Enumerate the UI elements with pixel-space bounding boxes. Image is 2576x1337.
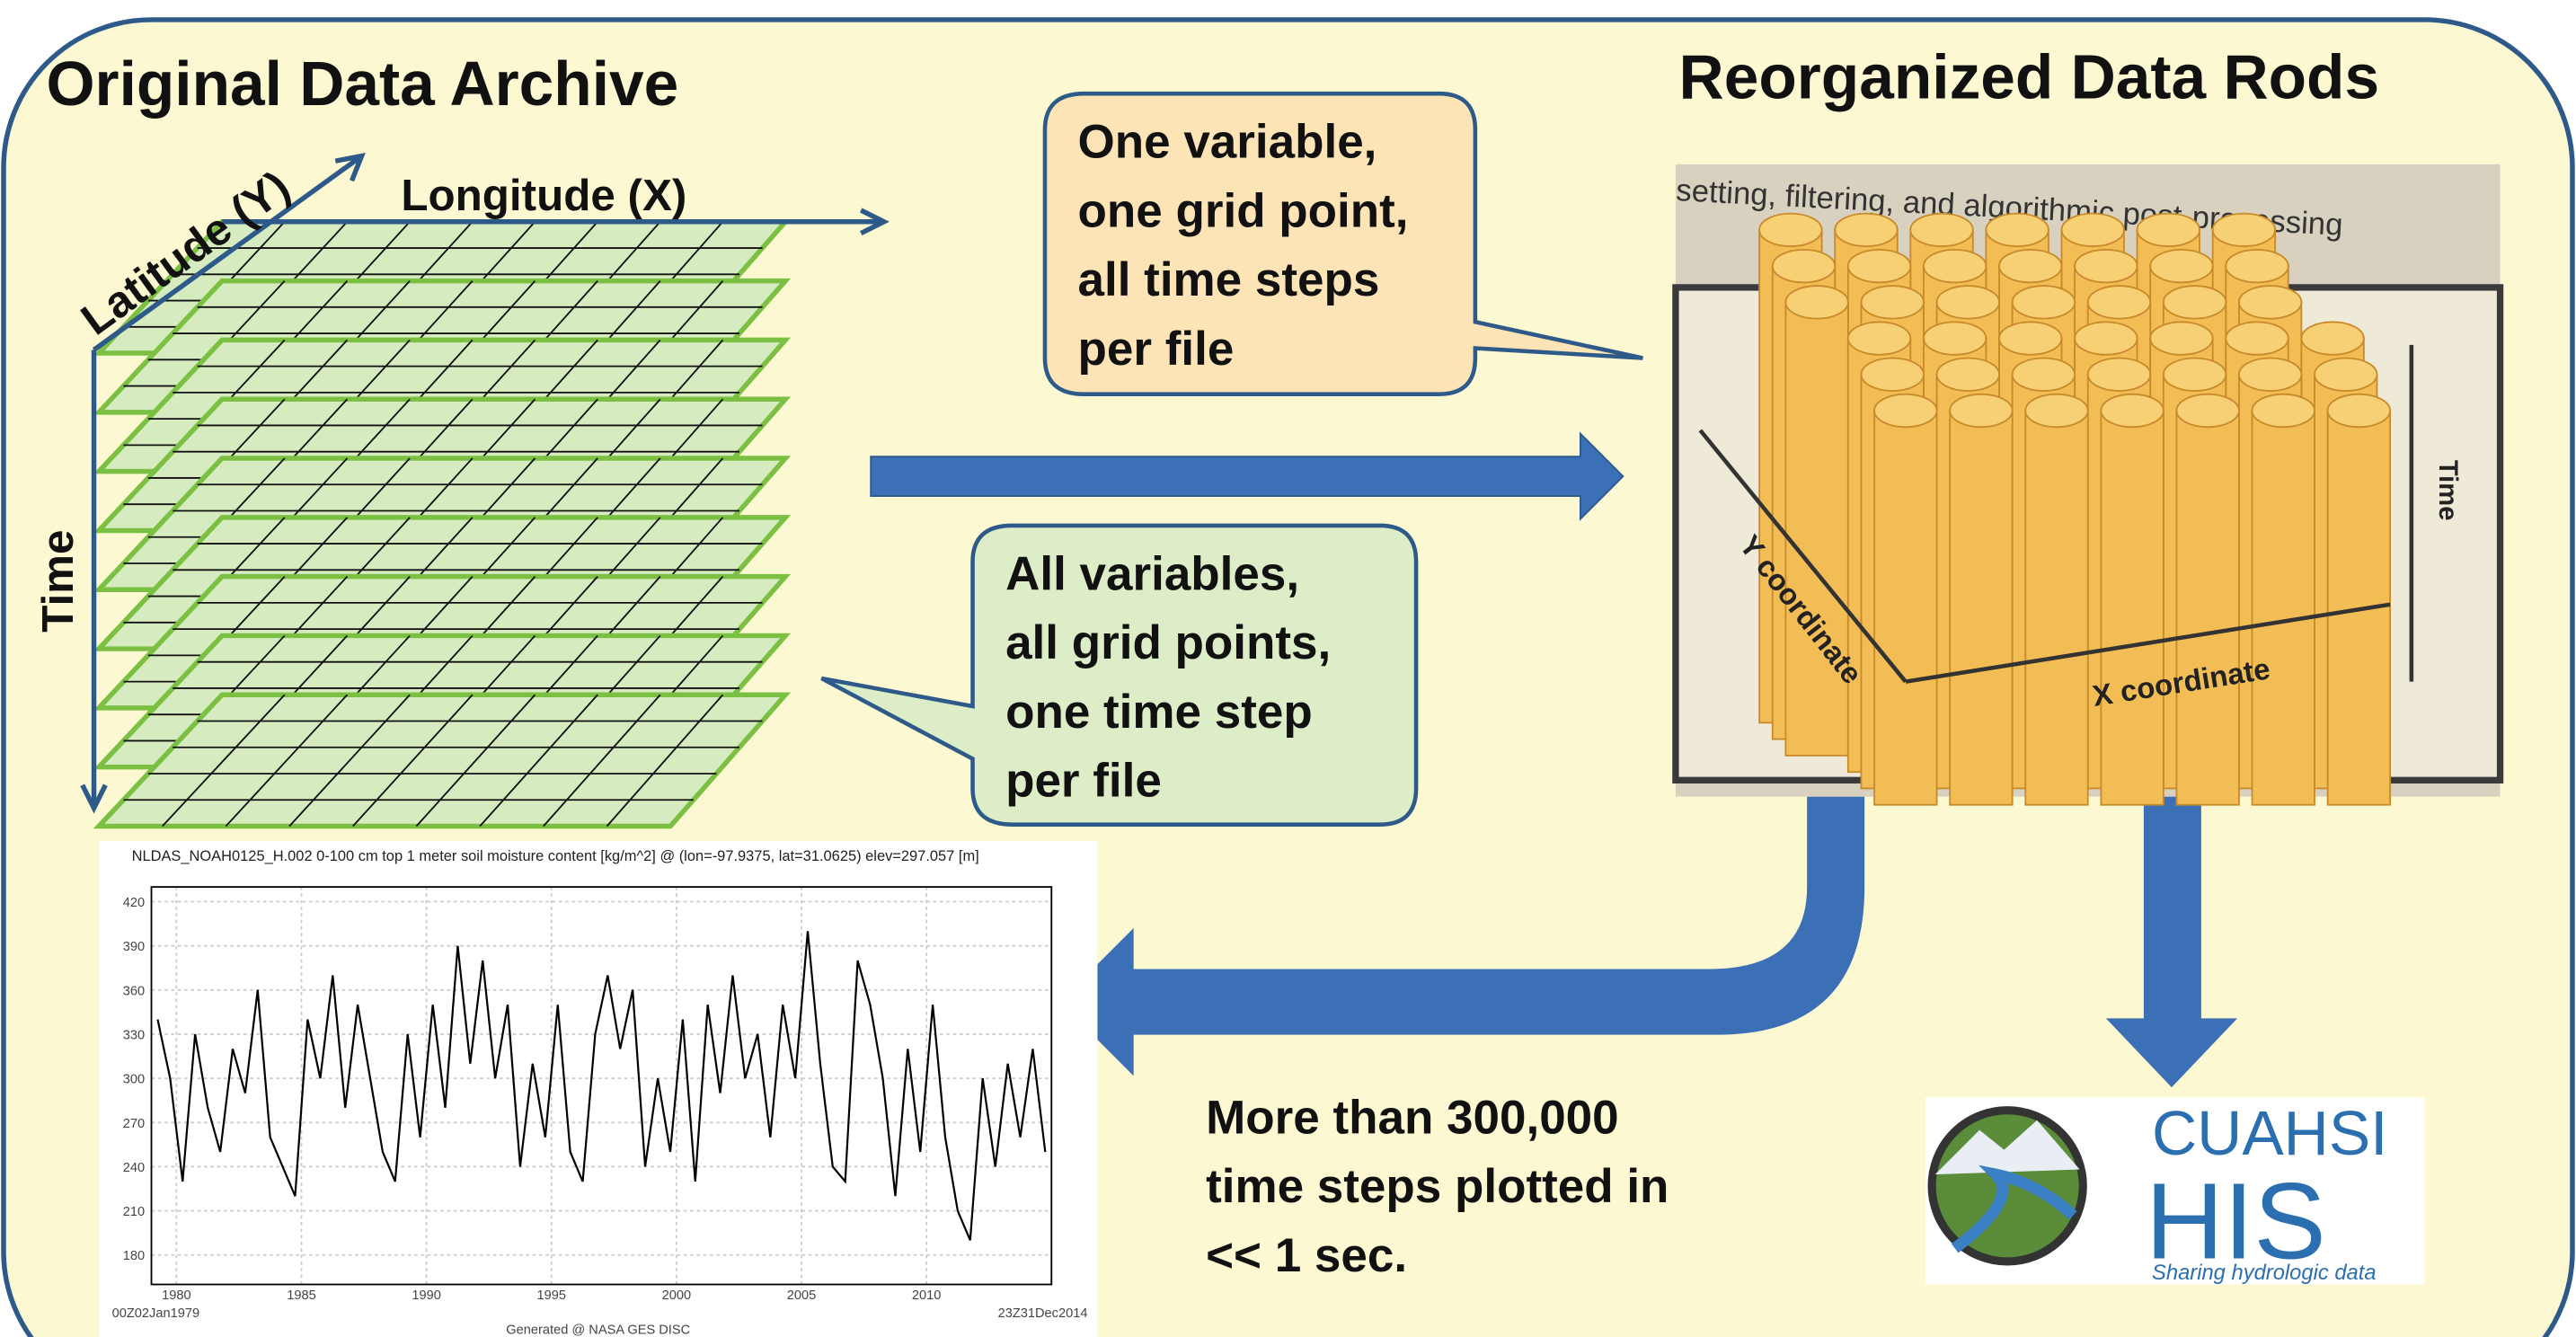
rod-top — [1848, 322, 1910, 355]
rod-top — [2239, 359, 2301, 392]
text-line: one time step — [1005, 686, 1313, 739]
rod — [2176, 411, 2238, 805]
rod-top — [1924, 250, 1986, 283]
rod-top — [1874, 394, 1936, 428]
rod-top — [2176, 394, 2238, 428]
rod-top — [1848, 250, 1910, 283]
rod-top — [1910, 214, 1972, 247]
rod-top — [2301, 322, 2363, 355]
x-tick-label: 1985 — [287, 1288, 316, 1303]
text-line: << 1 sec. — [1206, 1229, 1407, 1282]
x-tick-label: 1995 — [536, 1288, 566, 1303]
rod-top — [1999, 322, 2061, 355]
rods — [1759, 214, 2390, 805]
rod-top — [2025, 394, 2087, 428]
chart-title: NLDAS_NOAH0125_H.002 0-100 cm top 1 mete… — [132, 848, 979, 864]
y-tick-label: 300 — [123, 1073, 145, 1087]
y-tick-label: 330 — [123, 1028, 145, 1042]
text-line: One variable, — [1078, 115, 1377, 168]
x-tick-label: 1990 — [412, 1288, 441, 1303]
x-tick-label: 1980 — [162, 1288, 191, 1303]
rod-top — [1835, 214, 1897, 247]
slide: Original Data Archive Reorganized Data R… — [0, 0, 2576, 1337]
x-tick-label: 2010 — [912, 1288, 942, 1303]
text-line: per file — [1078, 323, 1235, 376]
rod-top — [2226, 322, 2288, 355]
rod-top — [2150, 322, 2212, 355]
layer — [99, 695, 785, 826]
rod-top — [2253, 394, 2315, 428]
start-label: 00Z02Jan1979 — [112, 1306, 199, 1321]
rod-top — [2088, 359, 2150, 392]
rod-top — [2315, 359, 2377, 392]
rod-top — [2138, 214, 2200, 247]
rod-top — [2088, 286, 2150, 319]
photo-time-label: Time — [2433, 460, 2462, 521]
rod-top — [2328, 394, 2390, 428]
y-tick-label: 360 — [123, 984, 145, 998]
rod-top — [2013, 359, 2075, 392]
text-line: All variables, — [1005, 547, 1299, 600]
chart-frame — [99, 841, 1097, 1337]
rod-top — [1999, 250, 2061, 283]
grid-layers — [99, 222, 785, 827]
y-tick-label: 270 — [123, 1117, 145, 1131]
rod-top — [2239, 286, 2301, 319]
longitude-label: Longitude (X) — [401, 171, 686, 220]
y-tick-label: 390 — [123, 940, 145, 954]
rod-top — [1937, 359, 1999, 392]
rod-top — [2075, 250, 2137, 283]
rod-top — [1937, 286, 1999, 319]
rod — [1874, 411, 1936, 805]
logo-tagline: Sharing hydrologic data — [2152, 1261, 2377, 1285]
rod-top — [1773, 250, 1835, 283]
time-label: Time — [33, 530, 83, 633]
layer-sheet — [99, 695, 785, 826]
x-tick-label: 2005 — [787, 1288, 817, 1303]
y-tick-label: 240 — [123, 1161, 145, 1175]
rod-top — [1759, 214, 1821, 247]
rod-top — [2164, 359, 2226, 392]
rod-top — [2150, 250, 2212, 283]
y-tick-label: 210 — [123, 1205, 145, 1219]
rod-top — [1785, 286, 1847, 319]
rod-top — [2164, 286, 2226, 319]
x-tick-label: 2000 — [662, 1288, 692, 1303]
rod — [2253, 411, 2315, 805]
rod-top — [2013, 286, 2075, 319]
rod — [1950, 411, 2012, 805]
page: {"title_left": "Original Data Archive", … — [0, 0, 2576, 1337]
rod — [2101, 411, 2163, 805]
rod-top — [1924, 322, 1986, 355]
text-line: all grid points, — [1005, 616, 1331, 669]
rod-top — [1861, 286, 1923, 319]
y-tick-label: 420 — [123, 896, 145, 910]
text-line: time steps plotted in — [1206, 1160, 1669, 1213]
rod-top — [2213, 214, 2275, 247]
rod-top — [2075, 322, 2137, 355]
rod-top — [1861, 359, 1923, 392]
end-label: 23Z31Dec2014 — [998, 1306, 1088, 1321]
text-line: all time steps — [1078, 253, 1380, 306]
text-line: one grid point, — [1078, 184, 1409, 237]
logo-name: CUAHSI — [2152, 1098, 2387, 1168]
rod-top — [2101, 394, 2163, 428]
chart-footer: Generated @ NASA GES DISC — [506, 1323, 690, 1337]
text-line: More than 300,000 — [1206, 1091, 1619, 1144]
rod — [2025, 411, 2087, 805]
y-tick-label: 180 — [123, 1249, 145, 1263]
text-line: per file — [1005, 755, 1162, 808]
rod — [1785, 302, 1847, 756]
title-left: Original Data Archive — [47, 49, 679, 119]
rod-top — [2226, 250, 2288, 283]
rod-top — [1950, 394, 2012, 428]
rod-top — [1986, 214, 2048, 247]
rod-top — [2061, 214, 2123, 247]
title-right: Reorganized Data Rods — [1679, 42, 2380, 112]
